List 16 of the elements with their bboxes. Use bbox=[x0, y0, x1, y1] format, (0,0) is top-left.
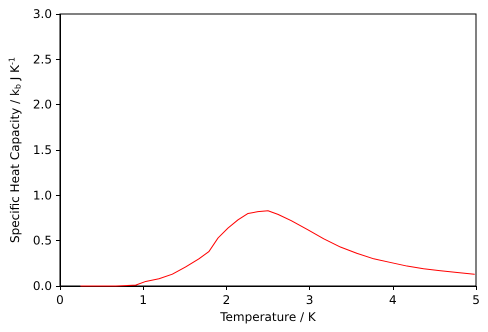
y-tick-label: 3.0 bbox=[32, 7, 52, 21]
x-tick-label: 2 bbox=[222, 293, 230, 307]
x-tick-label: 0 bbox=[56, 293, 64, 307]
y-tick-label: 1.0 bbox=[32, 188, 52, 202]
y-tick-label: 1.5 bbox=[32, 143, 52, 157]
y-axis-title: Specific Heat Capacity / kb J K-1 bbox=[8, 57, 22, 243]
x-tick-label: 3 bbox=[306, 293, 314, 307]
x-tick-label: 5 bbox=[472, 293, 480, 307]
y-tick-label: 2.0 bbox=[32, 98, 52, 112]
x-tick-label: 1 bbox=[139, 293, 148, 307]
y-tick-label: 0.0 bbox=[32, 279, 52, 293]
x-tick-label: 4 bbox=[388, 293, 397, 307]
y-tick-label: 0.5 bbox=[32, 234, 52, 248]
y-tick-label: 2.5 bbox=[32, 52, 52, 66]
x-axis-title: Temperature / K bbox=[219, 310, 317, 324]
line-series bbox=[80, 210, 475, 286]
